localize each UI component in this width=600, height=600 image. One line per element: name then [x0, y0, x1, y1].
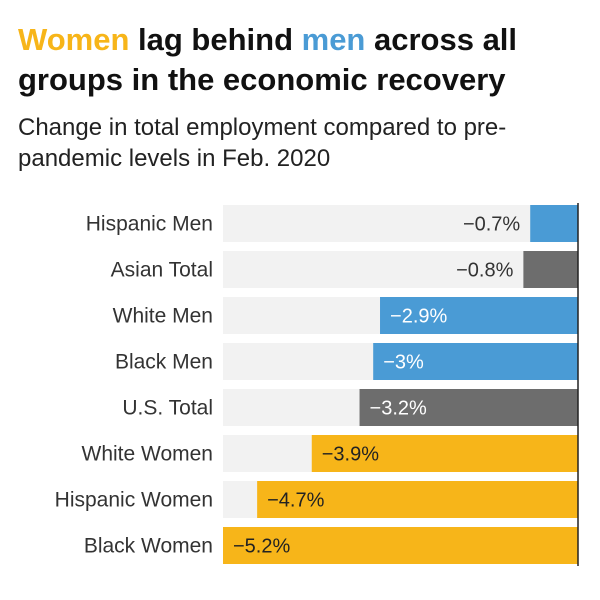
category-label: Hispanic Men [86, 213, 213, 236]
title-women: Women [18, 22, 130, 57]
bar-white-women [311, 435, 578, 472]
title-rest: across all groups in the economic recove… [18, 22, 518, 97]
value-label: −0.8% [456, 260, 513, 282]
chart-title: Women lag behind men across all groups i… [18, 20, 588, 100]
category-label: U.S. Total [122, 397, 213, 420]
category-label: Asian Total [111, 259, 213, 282]
value-label: −4.7% [267, 490, 324, 512]
title-lag-behind: lag behind [129, 22, 302, 57]
value-label: −3.9% [322, 444, 379, 466]
bar-asian-total [523, 251, 578, 288]
category-label: Hispanic Women [55, 489, 213, 512]
chart-subtitle: Change in total employment compared to p… [18, 114, 507, 172]
value-label: −0.7% [463, 214, 520, 236]
bar-track [223, 251, 578, 288]
value-label: −3.2% [370, 398, 427, 420]
title-men: men [301, 22, 366, 57]
value-label: −5.2% [233, 536, 290, 558]
category-label: Black Men [115, 351, 213, 374]
category-label: White Men [113, 305, 213, 328]
category-label: White Women [82, 443, 214, 466]
value-label: −2.9% [390, 306, 447, 328]
bar-black-men [373, 343, 578, 380]
bar-track [223, 205, 578, 242]
value-label: −3% [383, 352, 424, 374]
bar-u-s-total [359, 389, 578, 426]
bar-white-men [380, 297, 578, 334]
bar-hispanic-women [257, 481, 578, 518]
bar-hispanic-men [530, 205, 578, 242]
bar-black-women [223, 527, 578, 564]
category-label: Black Women [84, 535, 213, 558]
